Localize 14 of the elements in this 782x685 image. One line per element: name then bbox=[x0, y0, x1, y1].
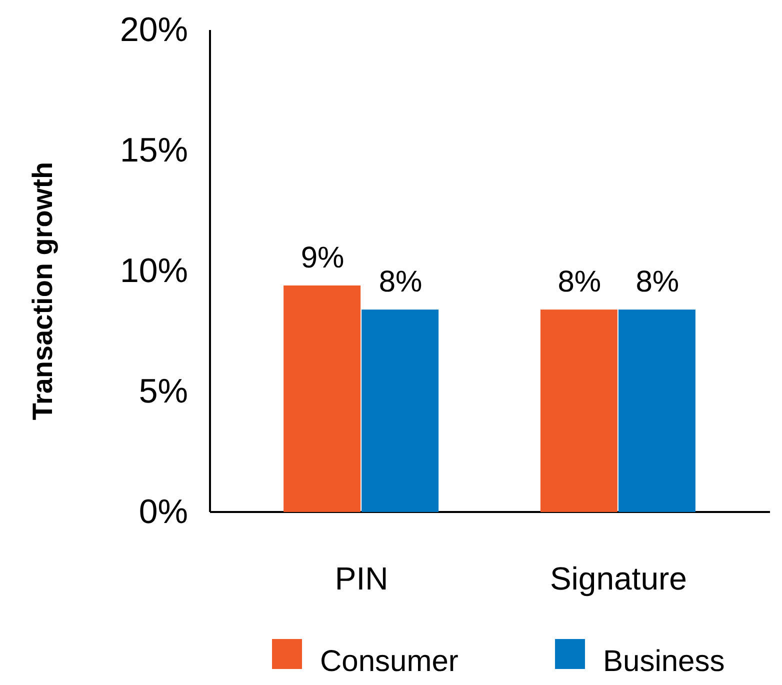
data-label: 8% bbox=[378, 266, 422, 299]
y-tick-label: 0% bbox=[138, 492, 188, 531]
x-tick-label: PIN bbox=[334, 560, 388, 597]
x-tick-label: Signature bbox=[550, 560, 687, 597]
y-tick-label: 5% bbox=[138, 372, 188, 410]
data-label: 8% bbox=[636, 266, 680, 299]
y-tick-label: 20% bbox=[120, 10, 188, 49]
y-axis-title: Transaction growth bbox=[27, 162, 58, 420]
legend-label: Business bbox=[603, 645, 725, 678]
data-label: 9% bbox=[300, 241, 344, 274]
data-label: 8% bbox=[558, 266, 602, 299]
legend-label: Consumer bbox=[320, 645, 458, 678]
y-tick-label: 15% bbox=[120, 131, 188, 170]
y-tick-label: 10% bbox=[120, 252, 188, 290]
